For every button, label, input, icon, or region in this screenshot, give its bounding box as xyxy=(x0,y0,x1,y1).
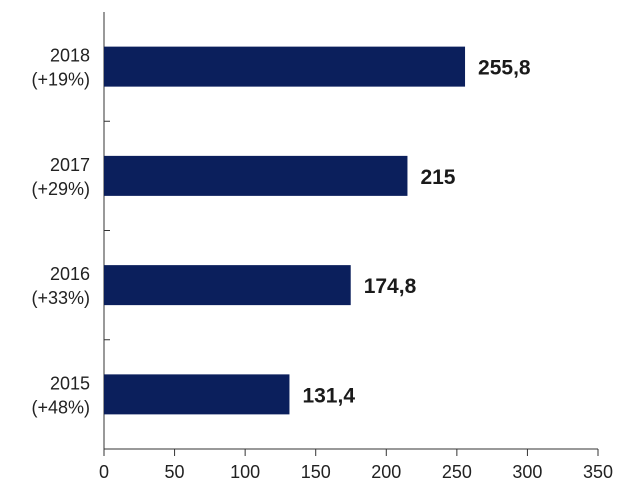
category-year-label: 2017 xyxy=(50,155,90,175)
category-growth-label: (+29%) xyxy=(31,179,90,199)
category-growth-label: (+48%) xyxy=(31,397,90,417)
value-label: 215 xyxy=(420,166,455,189)
value-labels: 255,8 215 174,8 131,4 xyxy=(302,57,530,408)
value-label: 255,8 xyxy=(478,57,531,80)
bar-2018 xyxy=(104,46,466,87)
category-growth-label: (+33%) xyxy=(31,288,90,308)
x-tick-label: 300 xyxy=(512,462,542,482)
category-year-label: 2016 xyxy=(50,264,90,284)
bars-group xyxy=(104,46,466,415)
x-tick-label: 0 xyxy=(99,462,109,482)
bar-2017 xyxy=(104,155,408,196)
x-tick-label: 50 xyxy=(165,462,185,482)
value-label: 131,4 xyxy=(302,384,355,407)
x-tick-label: 200 xyxy=(371,462,401,482)
x-axis-ticks: 0 50 100 150 200 250 300 350 xyxy=(99,449,613,482)
value-label: 174,8 xyxy=(364,275,417,298)
category-year-label: 2018 xyxy=(50,46,90,66)
bar-2016 xyxy=(104,265,351,306)
x-tick-label: 100 xyxy=(230,462,260,482)
category-growth-label: (+19%) xyxy=(31,70,90,90)
bar-2015 xyxy=(104,374,290,415)
category-year-label: 2015 xyxy=(50,373,90,393)
y-axis-ticks xyxy=(104,120,110,341)
x-tick-label: 350 xyxy=(583,462,613,482)
plot-area: 0 50 100 150 200 250 300 350 2018 (+19%) 2017 (+29… xyxy=(31,12,613,482)
category-labels: 2018 (+19%) 2017 (+29%) 2016 (+33%) 2015 (+48%) xyxy=(31,46,90,418)
x-tick-label: 150 xyxy=(301,462,331,482)
x-tick-label: 250 xyxy=(442,462,472,482)
